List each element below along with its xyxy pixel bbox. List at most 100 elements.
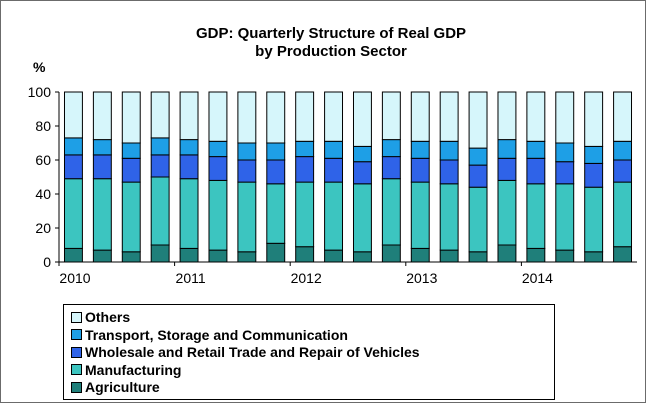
bar-segment-wholesale-and-retail-trade-and-repair-of-vehicles <box>584 162 604 188</box>
legend-label: Wholesale and Retail Trade and Repair of… <box>85 344 420 360</box>
bar-segment-others <box>497 91 517 141</box>
bar-segment-wholesale-and-retail-trade-and-repair-of-vehicles <box>352 161 372 185</box>
bar-segment-manufacturing <box>439 183 459 251</box>
bar-segment-transport-storage-and-communication <box>63 137 83 156</box>
bar-segment-transport-storage-and-communication <box>92 139 112 156</box>
bar-segment-agriculture <box>468 251 488 263</box>
bar-segment-transport-storage-and-communication <box>468 147 488 166</box>
bar-segment-manufacturing <box>584 186 604 253</box>
bar-segment-wholesale-and-retail-trade-and-repair-of-vehicles <box>613 159 633 183</box>
bar-segment-wholesale-and-retail-trade-and-repair-of-vehicles <box>208 156 228 181</box>
bar-segment-others <box>179 91 199 141</box>
legend-item: Transport, Storage and Communication <box>71 327 348 343</box>
bar-segment-agriculture <box>324 249 344 263</box>
bar-segment-wholesale-and-retail-trade-and-repair-of-vehicles <box>410 157 430 183</box>
bar-segment-agriculture <box>237 251 257 263</box>
bar-segment-wholesale-and-retail-trade-and-repair-of-vehicles <box>179 154 199 180</box>
bar-segment-manufacturing <box>324 181 344 251</box>
legend-item: Agriculture <box>71 379 160 395</box>
legend-swatch <box>71 311 82 323</box>
bar-segment-manufacturing <box>179 178 199 249</box>
bar-segment-manufacturing <box>613 181 633 248</box>
bar-segment-wholesale-and-retail-trade-and-repair-of-vehicles <box>526 157 546 185</box>
bar-segment-agriculture <box>266 242 286 263</box>
bar-segment-transport-storage-and-communication <box>121 142 141 159</box>
bar-segment-wholesale-and-retail-trade-and-repair-of-vehicles <box>92 154 112 180</box>
bar-segment-agriculture <box>555 249 575 263</box>
bar-segment-transport-storage-and-communication <box>613 140 633 161</box>
bar-segment-agriculture <box>208 249 228 263</box>
bar-segment-agriculture <box>497 244 517 263</box>
bar-segment-others <box>584 91 604 147</box>
bar-segment-others <box>613 91 633 142</box>
bar-segment-transport-storage-and-communication <box>150 137 170 156</box>
bar-segment-transport-storage-and-communication <box>381 139 401 158</box>
bar-segment-agriculture <box>121 251 141 263</box>
legend-label: Agriculture <box>85 379 160 395</box>
bar-segment-agriculture <box>352 251 372 263</box>
bar-segment-wholesale-and-retail-trade-and-repair-of-vehicles <box>439 159 459 185</box>
y-tick-label: 0 <box>43 254 51 270</box>
bar-segment-manufacturing <box>208 179 228 251</box>
chart-subtitle: by Production Sector <box>255 43 407 60</box>
bar-segment-agriculture <box>179 247 199 263</box>
bar-segment-manufacturing <box>237 181 257 253</box>
chart-plot: 0 20 40 60 80 100 2010 2011 2012 2013 2014 <box>28 84 637 286</box>
bar-segment-wholesale-and-retail-trade-and-repair-of-vehicles <box>63 154 83 180</box>
bar-segment-manufacturing <box>526 183 546 249</box>
bar-segment-manufacturing <box>410 181 430 249</box>
bar-segment-agriculture <box>63 247 83 263</box>
x-tick-label: 2014 <box>522 270 553 286</box>
bar-segment-wholesale-and-retail-trade-and-repair-of-vehicles <box>295 156 315 183</box>
bar-segment-others <box>121 91 141 144</box>
y-tick-label: 20 <box>35 220 51 236</box>
bar-segment-agriculture <box>150 244 170 263</box>
bar-segment-wholesale-and-retail-trade-and-repair-of-vehicles <box>266 159 286 185</box>
bar-segment-agriculture <box>92 249 112 263</box>
bar-segment-wholesale-and-retail-trade-and-repair-of-vehicles <box>324 157 344 183</box>
bar-segment-transport-storage-and-communication <box>295 140 315 158</box>
x-tick-label: 2013 <box>406 270 437 286</box>
bar-segment-others <box>208 91 228 142</box>
bar-segment-wholesale-and-retail-trade-and-repair-of-vehicles <box>150 154 170 178</box>
bar-segment-transport-storage-and-communication <box>324 140 344 159</box>
bar-segment-others <box>555 91 575 144</box>
legend-label: Manufacturing <box>85 361 182 378</box>
bar-segment-manufacturing <box>266 183 286 244</box>
bar-segment-others <box>468 91 488 149</box>
bar-segment-agriculture <box>526 247 546 263</box>
bar-segment-agriculture <box>295 246 315 263</box>
legend-swatch <box>71 346 82 358</box>
bar-segment-wholesale-and-retail-trade-and-repair-of-vehicles <box>555 161 575 185</box>
chart-title: GDP: Quarterly Structure of Real GDP by … <box>151 25 511 61</box>
bar-segment-manufacturing <box>352 183 372 253</box>
bar-segment-transport-storage-and-communication <box>555 142 575 163</box>
bar-segment-transport-storage-and-communication <box>584 145 604 164</box>
bar-segment-others <box>295 91 315 142</box>
legend-swatch <box>71 329 82 340</box>
bar-segment-manufacturing <box>497 179 517 246</box>
bar-segment-wholesale-and-retail-trade-and-repair-of-vehicles <box>497 157 517 181</box>
bar-segment-transport-storage-and-communication <box>266 142 286 161</box>
bar-segment-transport-storage-and-communication <box>179 139 199 156</box>
legend-label: Others <box>85 309 131 325</box>
bar-segment-agriculture <box>410 247 430 263</box>
bar-segment-transport-storage-and-communication <box>352 145 372 163</box>
bar-segment-manufacturing <box>555 183 575 251</box>
y-tick-label: 100 <box>28 84 52 100</box>
y-tick-label: 80 <box>35 118 51 134</box>
bar-segment-agriculture <box>613 246 633 263</box>
bar-segment-others <box>150 91 170 139</box>
bar-segment-manufacturing <box>121 181 141 253</box>
bar-segment-others <box>92 91 112 141</box>
bar-segment-wholesale-and-retail-trade-and-repair-of-vehicles <box>121 157 141 183</box>
bar-segment-wholesale-and-retail-trade-and-repair-of-vehicles <box>381 156 401 180</box>
bar-segment-transport-storage-and-communication <box>208 140 228 158</box>
bar-segment-manufacturing <box>150 176 170 246</box>
bar-segment-wholesale-and-retail-trade-and-repair-of-vehicles <box>468 164 488 188</box>
bar-segment-manufacturing <box>295 181 315 248</box>
bar-segment-transport-storage-and-communication <box>410 140 430 159</box>
bar-segment-transport-storage-and-communication <box>497 139 517 159</box>
bar-segment-others <box>63 91 83 139</box>
